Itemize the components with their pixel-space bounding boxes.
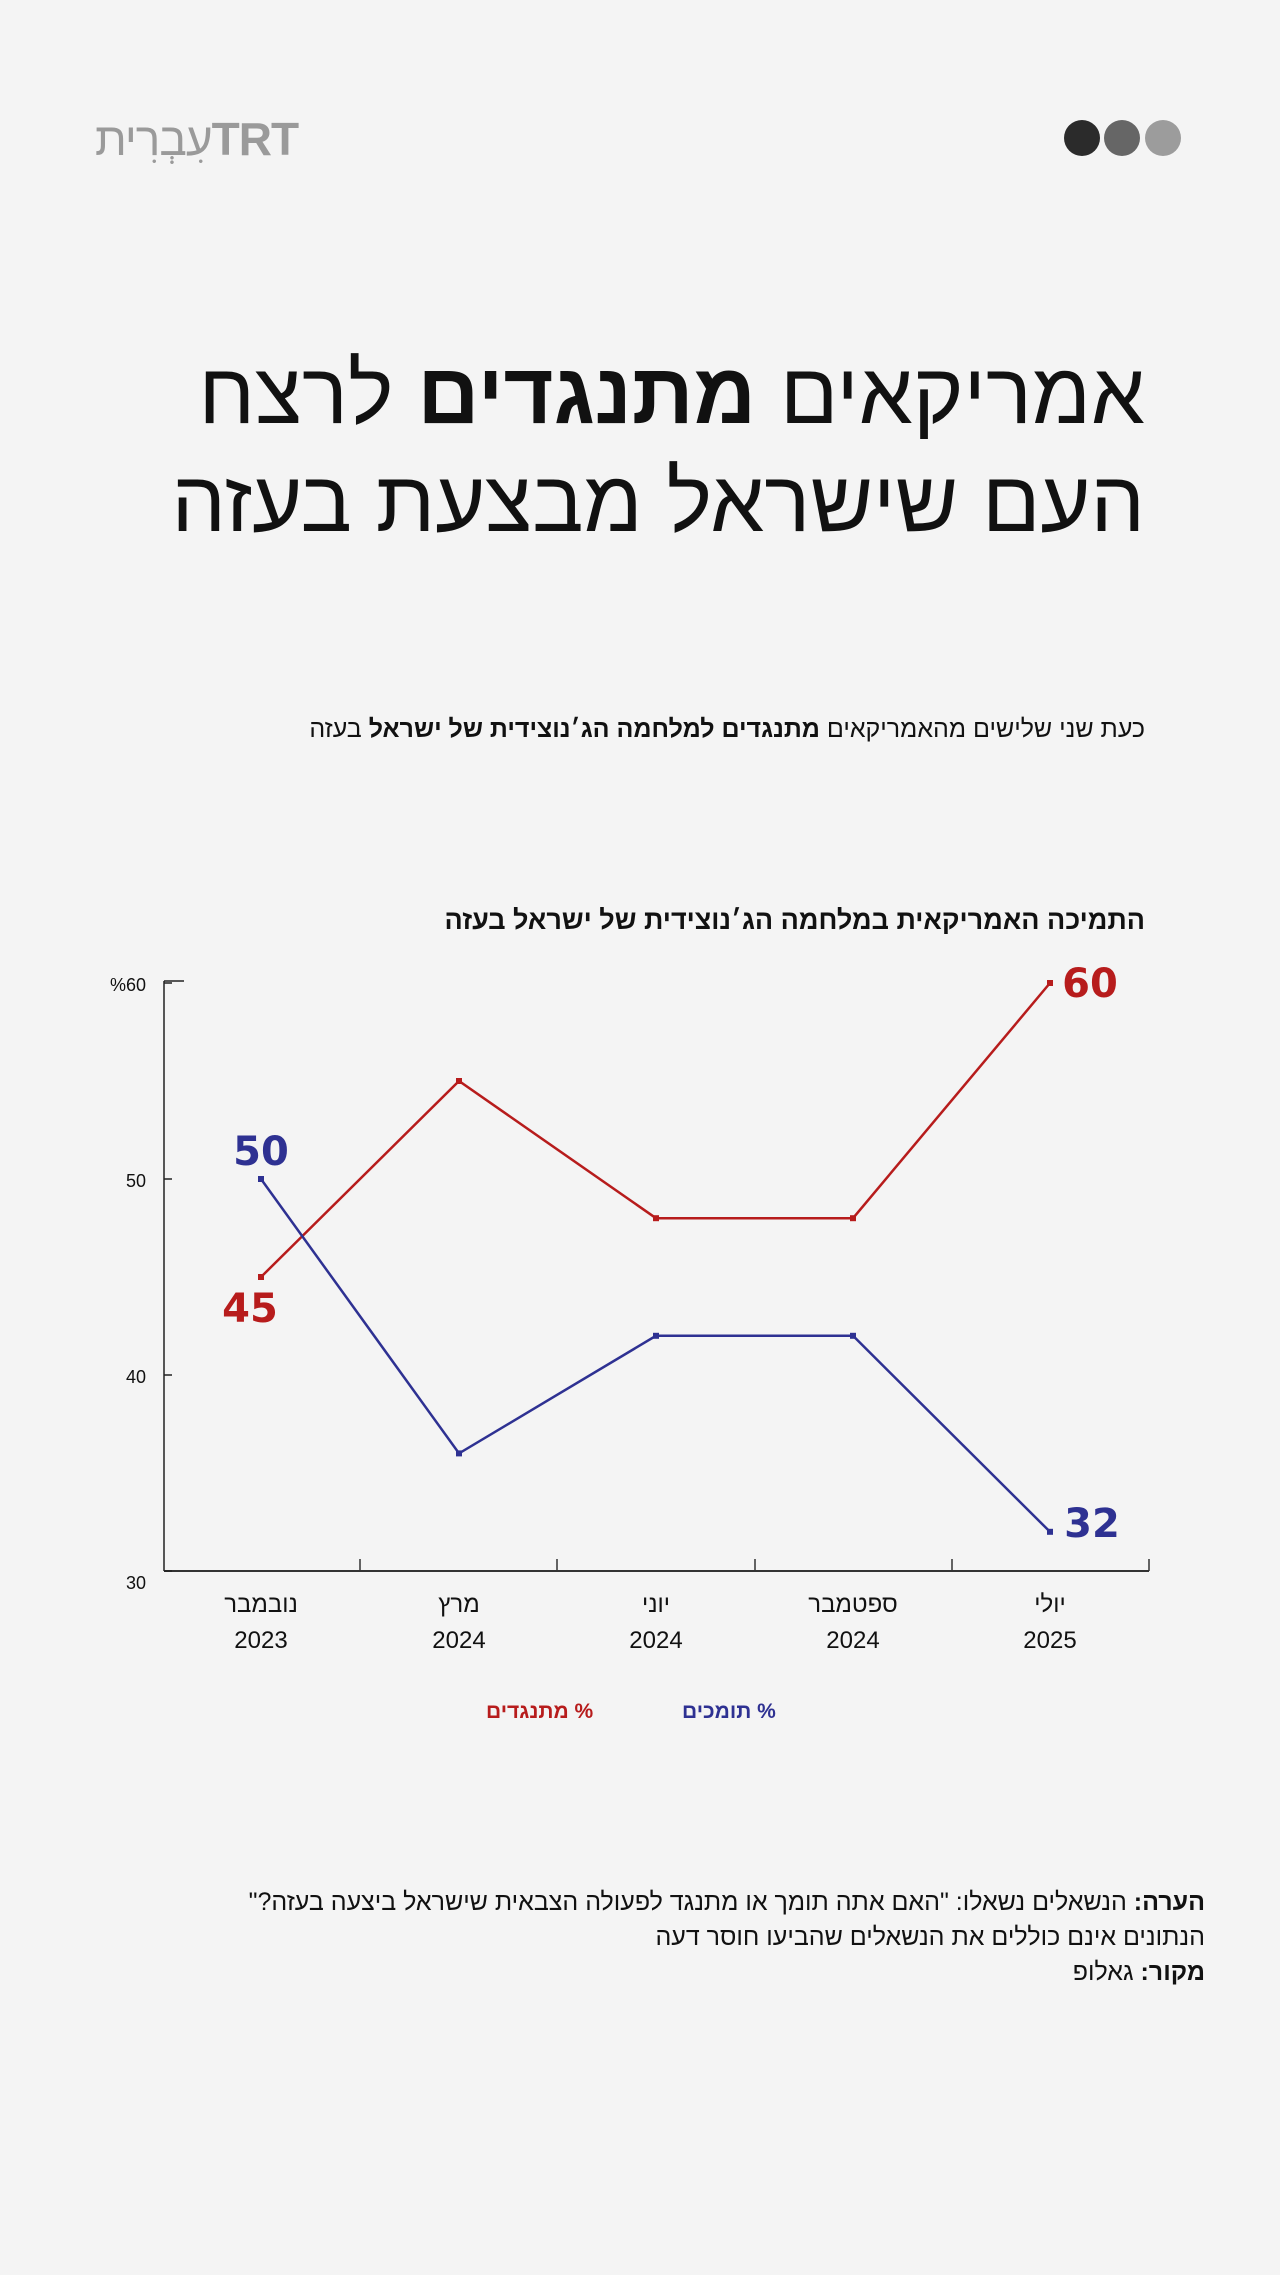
data-point-support (456, 1450, 462, 1457)
data-point-support (850, 1332, 856, 1339)
data-point-opposed (850, 1215, 856, 1222)
series-line-support (259, 1178, 1051, 1533)
page-title: אמריקאים מתנגדים לרצח העם שישראל מבצעת ב… (171, 346, 1145, 550)
x-tick-label-month: נובמבר (224, 1591, 298, 1618)
data-label-support: 50 (233, 1129, 289, 1175)
data-label-opposed: 45 (222, 1286, 278, 1332)
subtitle: כעת שני שלישים מהאמריקאים מתנגדים למלחמה… (309, 715, 1145, 743)
data-point-support (1047, 1528, 1053, 1535)
x-tick-label-year: 2024 (629, 1627, 682, 1654)
x-tick-label-month: יולי (1034, 1591, 1065, 1618)
x-tick-label-month: ספטמבר (808, 1591, 897, 1618)
legend-opposed: % מתנגדים (486, 1700, 594, 1723)
x-tick-label-month: מרץ (438, 1591, 479, 1618)
x-tick-label-year: 2024 (826, 1627, 879, 1654)
y-tick-label: 40 (126, 1367, 146, 1387)
data-label-opposed: 60 (1062, 961, 1118, 1007)
y-tick-label: 30 (126, 1573, 146, 1593)
x-tick-label-year: 2023 (234, 1627, 287, 1654)
notes: הערה: הנשאלים נשאלו: "האם אתה תומך או מת… (249, 1885, 1205, 1990)
y-tick-label: 50 (126, 1171, 146, 1191)
source-line: מקור: גאלופ (1072, 1958, 1205, 1986)
logo-language: עִבְרִית (95, 113, 213, 165)
y-tick-label: %60 (110, 975, 146, 995)
x-tick-label-year: 2025 (1023, 1627, 1076, 1654)
data-point-opposed (456, 1078, 462, 1084)
window-dot-light (1145, 120, 1181, 156)
series-line-opposed (260, 982, 1051, 1278)
data-label-support: 32 (1064, 1501, 1120, 1547)
data-point-opposed (653, 1215, 659, 1222)
chart-title: התמיכה האמריקאית במלחמה הג׳נוצידית של יש… (444, 905, 1145, 935)
data-point-support (653, 1332, 659, 1339)
note-line-1: הערה: הנשאלים נשאלו: "האם אתה תומך או מת… (248, 1888, 1205, 1916)
logo-brand: TRT (211, 113, 299, 165)
note-line-2: הנתונים אינם כוללים את הנשאלים שהביעו חו… (655, 1923, 1205, 1951)
x-tick-label-year: 2024 (432, 1627, 485, 1654)
x-tick-label-month: יוני (642, 1591, 670, 1618)
trt-logo: עִבְרִיתTRT (95, 112, 299, 166)
data-point-opposed (258, 1274, 264, 1280)
window-dot-dark (1064, 120, 1100, 156)
data-point-opposed (1047, 980, 1053, 986)
window-dot-mid (1104, 120, 1140, 156)
legend-support: % תומכים (682, 1700, 776, 1723)
data-point-support (258, 1176, 264, 1182)
